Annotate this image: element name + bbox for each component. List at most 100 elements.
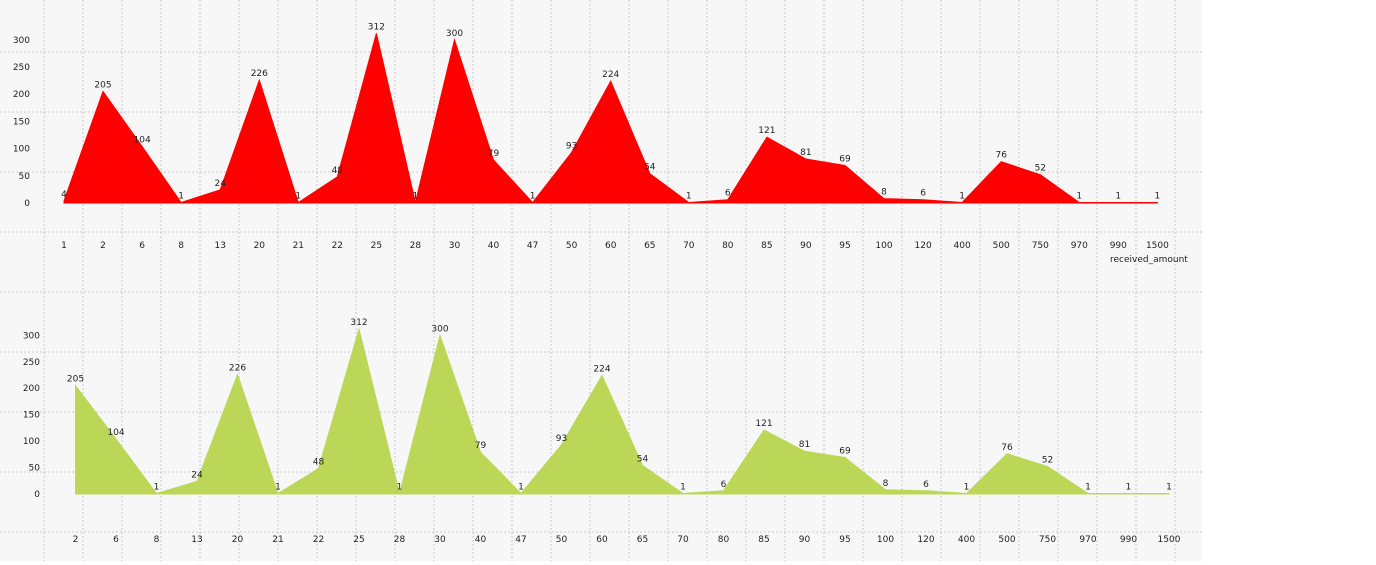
data-label: 1 [1166, 483, 1172, 493]
x-tick-label: 1 [61, 241, 67, 251]
data-label: 1 [295, 192, 301, 202]
data-label: 104 [134, 135, 151, 145]
data-label: 1 [1126, 483, 1132, 493]
data-label: 1 [680, 483, 686, 493]
data-label: 1 [154, 483, 160, 493]
data-label: 1 [397, 483, 403, 493]
x-tick-label: 2 [73, 535, 79, 545]
data-label: 1 [518, 483, 524, 493]
x-tick-label: 80 [718, 535, 730, 545]
x-tick-label: 120 [915, 241, 932, 251]
data-label: 1 [686, 192, 692, 202]
data-label: 104 [107, 428, 124, 438]
data-label: 1 [178, 192, 184, 202]
data-label: 1 [964, 483, 970, 493]
data-label: 76 [1001, 443, 1013, 453]
y-tick-label: 200 [23, 384, 40, 394]
x-tick-label: 65 [637, 535, 648, 545]
data-label: 24 [191, 470, 203, 480]
data-label: 224 [602, 70, 619, 80]
x-tick-label: 8 [178, 241, 184, 251]
empty-side-panel [1202, 0, 1376, 561]
x-tick-label: 28 [410, 241, 422, 251]
y-tick-label: 250 [13, 63, 30, 73]
x-tick-label: 100 [875, 241, 892, 251]
x-tick-label: 400 [954, 241, 971, 251]
x-tick-label: 85 [758, 535, 769, 545]
x-tick-label: 13 [191, 535, 202, 545]
data-label: 1 [530, 192, 536, 202]
data-label: 24 [214, 179, 226, 189]
data-label: 48 [332, 166, 344, 176]
y-tick-label: 100 [13, 145, 30, 155]
x-tick-label: 60 [605, 241, 617, 251]
data-label: 6 [721, 480, 727, 490]
y-tick-label: 150 [13, 117, 30, 127]
x-tick-label: 47 [527, 241, 538, 251]
x-tick-label: 1500 [1146, 241, 1169, 251]
data-label: 54 [637, 454, 649, 464]
y-tick-label: 150 [23, 411, 40, 421]
data-label: 1 [413, 192, 419, 202]
x-tick-label: 970 [1071, 241, 1088, 251]
data-label: 4 [61, 190, 67, 200]
x-tick-label: 25 [371, 241, 382, 251]
y-tick-label: 0 [24, 199, 30, 209]
data-label: 1 [1076, 192, 1082, 202]
x-tick-label: 25 [353, 535, 364, 545]
y-tick-label: 50 [29, 464, 41, 474]
x-tick-label: 500 [998, 535, 1015, 545]
data-label: 81 [800, 148, 811, 158]
x-tick-label: 90 [800, 241, 812, 251]
x-tick-label: 47 [515, 535, 526, 545]
y-tick-label: 100 [23, 437, 40, 447]
data-label: 48 [313, 458, 325, 468]
y-tick-label: 0 [34, 490, 40, 500]
x-tick-label: 65 [644, 241, 655, 251]
y-tick-label: 250 [23, 358, 40, 368]
y-tick-label: 300 [23, 331, 40, 341]
data-label: 1 [959, 192, 965, 202]
x-axis-title: received_amount [1110, 255, 1188, 265]
x-tick-label: 750 [1039, 535, 1056, 545]
data-label: 205 [67, 375, 84, 385]
data-label: 6 [923, 480, 929, 490]
data-label: 226 [229, 364, 246, 374]
data-label: 1 [1155, 192, 1161, 202]
x-tick-label: 990 [1120, 535, 1137, 545]
series-area [75, 327, 1170, 495]
data-label: 1 [1115, 192, 1121, 202]
x-tick-label: 21 [293, 241, 304, 251]
x-tick-label: 100 [877, 535, 894, 545]
x-tick-label: 6 [113, 535, 119, 545]
data-label: 1 [1085, 483, 1091, 493]
data-label: 205 [94, 81, 111, 91]
x-tick-label: 40 [475, 535, 487, 545]
x-tick-label: 40 [488, 241, 500, 251]
x-tick-label: 70 [677, 535, 689, 545]
data-label: 226 [251, 69, 268, 79]
data-label: 6 [920, 189, 926, 199]
data-label: 76 [995, 151, 1007, 161]
data-label: 1 [275, 483, 281, 493]
x-tick-label: 30 [434, 535, 446, 545]
data-label: 93 [556, 434, 567, 444]
data-label: 224 [593, 365, 610, 375]
x-tick-label: 85 [761, 241, 772, 251]
data-label: 52 [1035, 164, 1046, 174]
x-tick-label: 970 [1079, 535, 1096, 545]
data-label: 81 [799, 440, 810, 450]
x-tick-label: 60 [596, 535, 608, 545]
x-tick-label: 750 [1032, 241, 1049, 251]
data-label: 54 [644, 163, 656, 173]
x-tick-label: 400 [958, 535, 975, 545]
data-label: 8 [883, 479, 889, 489]
y-tick-label: 300 [13, 36, 30, 46]
x-tick-label: 6 [139, 241, 145, 251]
data-label: 52 [1042, 456, 1053, 466]
data-label: 121 [758, 126, 775, 136]
x-tick-label: 21 [272, 535, 283, 545]
x-tick-label: 50 [556, 535, 568, 545]
